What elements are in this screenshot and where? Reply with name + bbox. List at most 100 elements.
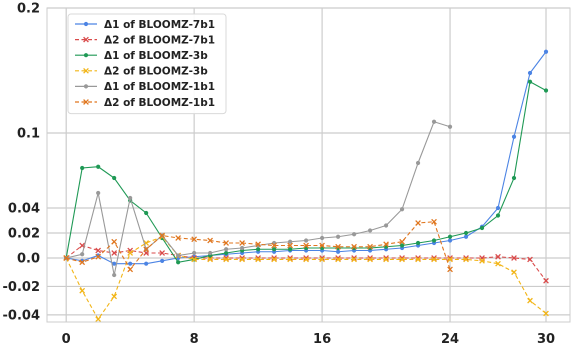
- dot-marker: [527, 79, 533, 84]
- x-marker: [239, 240, 245, 246]
- x-marker: [303, 256, 309, 263]
- x-marker: [447, 266, 453, 273]
- dot-marker: [367, 228, 373, 233]
- dot-marker: [144, 210, 149, 216]
- dot-marker: [288, 239, 293, 244]
- dot-marker: [399, 243, 405, 248]
- x-tick-label: 0: [62, 332, 71, 347]
- y-tick-label: 0.04: [8, 202, 40, 217]
- dot-marker: [304, 238, 309, 243]
- x-marker: [335, 256, 341, 263]
- legend-item: Δ1 of BLOOMZ-1b1: [75, 81, 215, 93]
- x-marker: [95, 253, 102, 260]
- x-marker: [127, 250, 134, 256]
- x-marker: [83, 67, 89, 74]
- x-marker: [95, 316, 102, 323]
- dot-marker: [144, 261, 149, 266]
- x-marker: [415, 220, 421, 226]
- legend-label: Δ1 of BLOOMZ-1b1: [104, 81, 215, 93]
- x-tick-label: 30: [537, 332, 555, 347]
- x-marker: [303, 242, 309, 249]
- x-marker: [383, 241, 389, 248]
- y-tick-label: 0.02: [8, 227, 40, 242]
- x-marker: [431, 256, 437, 263]
- dot-marker: [208, 250, 213, 256]
- x-marker: [111, 238, 118, 245]
- legend-item: Δ1 of BLOOMZ-7b1: [75, 19, 215, 31]
- x-tick-label: 8: [190, 332, 199, 347]
- x-marker: [431, 218, 437, 225]
- y-tick-label: 0.1: [17, 127, 40, 142]
- dot-marker: [447, 234, 453, 239]
- x-marker: [447, 256, 453, 263]
- x-marker: [399, 256, 405, 263]
- x-marker: [495, 253, 501, 260]
- dot-marker: [83, 21, 89, 27]
- x-marker: [239, 256, 245, 263]
- dot-marker: [399, 207, 405, 212]
- x-marker: [79, 287, 86, 294]
- dot-marker: [272, 247, 277, 252]
- dot-marker: [224, 250, 229, 256]
- x-marker: [111, 293, 118, 300]
- x-marker: [207, 256, 213, 263]
- legend-item: Δ2 of BLOOMZ-3b: [75, 66, 208, 78]
- x-marker: [127, 266, 134, 273]
- series-5: [63, 218, 453, 273]
- dot-marker: [112, 272, 117, 278]
- dot-marker: [83, 53, 89, 58]
- x-marker: [271, 256, 277, 263]
- dot-marker: [319, 235, 325, 241]
- dot-marker: [543, 88, 549, 93]
- x-marker: [287, 256, 293, 263]
- dot-marker: [447, 238, 453, 243]
- x-marker: [319, 242, 325, 249]
- x-marker: [83, 36, 89, 43]
- dot-marker: [83, 84, 89, 89]
- x-marker: [335, 243, 341, 250]
- dot-marker: [80, 165, 85, 171]
- x-marker: [511, 255, 517, 261]
- x-marker: [95, 247, 102, 254]
- legend-item: Δ2 of BLOOMZ-7b1: [75, 34, 215, 46]
- dot-marker: [351, 232, 357, 237]
- dot-marker: [176, 253, 181, 258]
- y-tick-label: 0.2: [17, 2, 40, 17]
- dot-marker: [495, 213, 501, 218]
- dot-marker: [479, 225, 485, 231]
- plot-frame: [46, 7, 571, 323]
- dot-marker: [527, 70, 533, 76]
- legend-box: [67, 13, 227, 115]
- dot-marker: [431, 119, 437, 124]
- dot-marker: [511, 134, 517, 139]
- dot-marker: [96, 164, 101, 169]
- y-tick-label: -0.02: [3, 280, 40, 295]
- dot-marker: [543, 49, 549, 54]
- x-marker: [159, 232, 166, 239]
- legend-label: Δ1 of BLOOMZ-3b: [104, 50, 208, 62]
- x-marker: [223, 256, 229, 263]
- x-marker: [223, 240, 229, 246]
- legend-item: Δ2 of BLOOMZ-1b1: [75, 97, 215, 109]
- x-marker: [79, 259, 86, 266]
- x-marker: [383, 256, 389, 263]
- x-marker: [63, 255, 70, 261]
- y-tick-label: 0.0: [17, 252, 40, 267]
- dot-marker: [176, 260, 181, 265]
- legend-label: Δ2 of BLOOMZ-1b1: [104, 97, 215, 109]
- x-marker: [159, 250, 166, 256]
- x-marker: [175, 235, 182, 241]
- dot-marker: [128, 261, 133, 266]
- dot-marker: [431, 238, 437, 243]
- dot-marker: [463, 230, 469, 236]
- x-tick-label: 16: [313, 332, 331, 347]
- legend-label: Δ1 of BLOOMZ-7b1: [104, 19, 215, 31]
- legend-item: Δ1 of BLOOMZ-3b: [75, 50, 208, 62]
- dot-marker: [224, 247, 229, 252]
- dot-marker: [383, 223, 389, 228]
- x-marker: [319, 256, 325, 263]
- dot-marker: [240, 245, 245, 251]
- x-marker: [111, 250, 118, 256]
- y-tick-label: -0.04: [3, 308, 40, 323]
- dot-marker: [447, 124, 453, 129]
